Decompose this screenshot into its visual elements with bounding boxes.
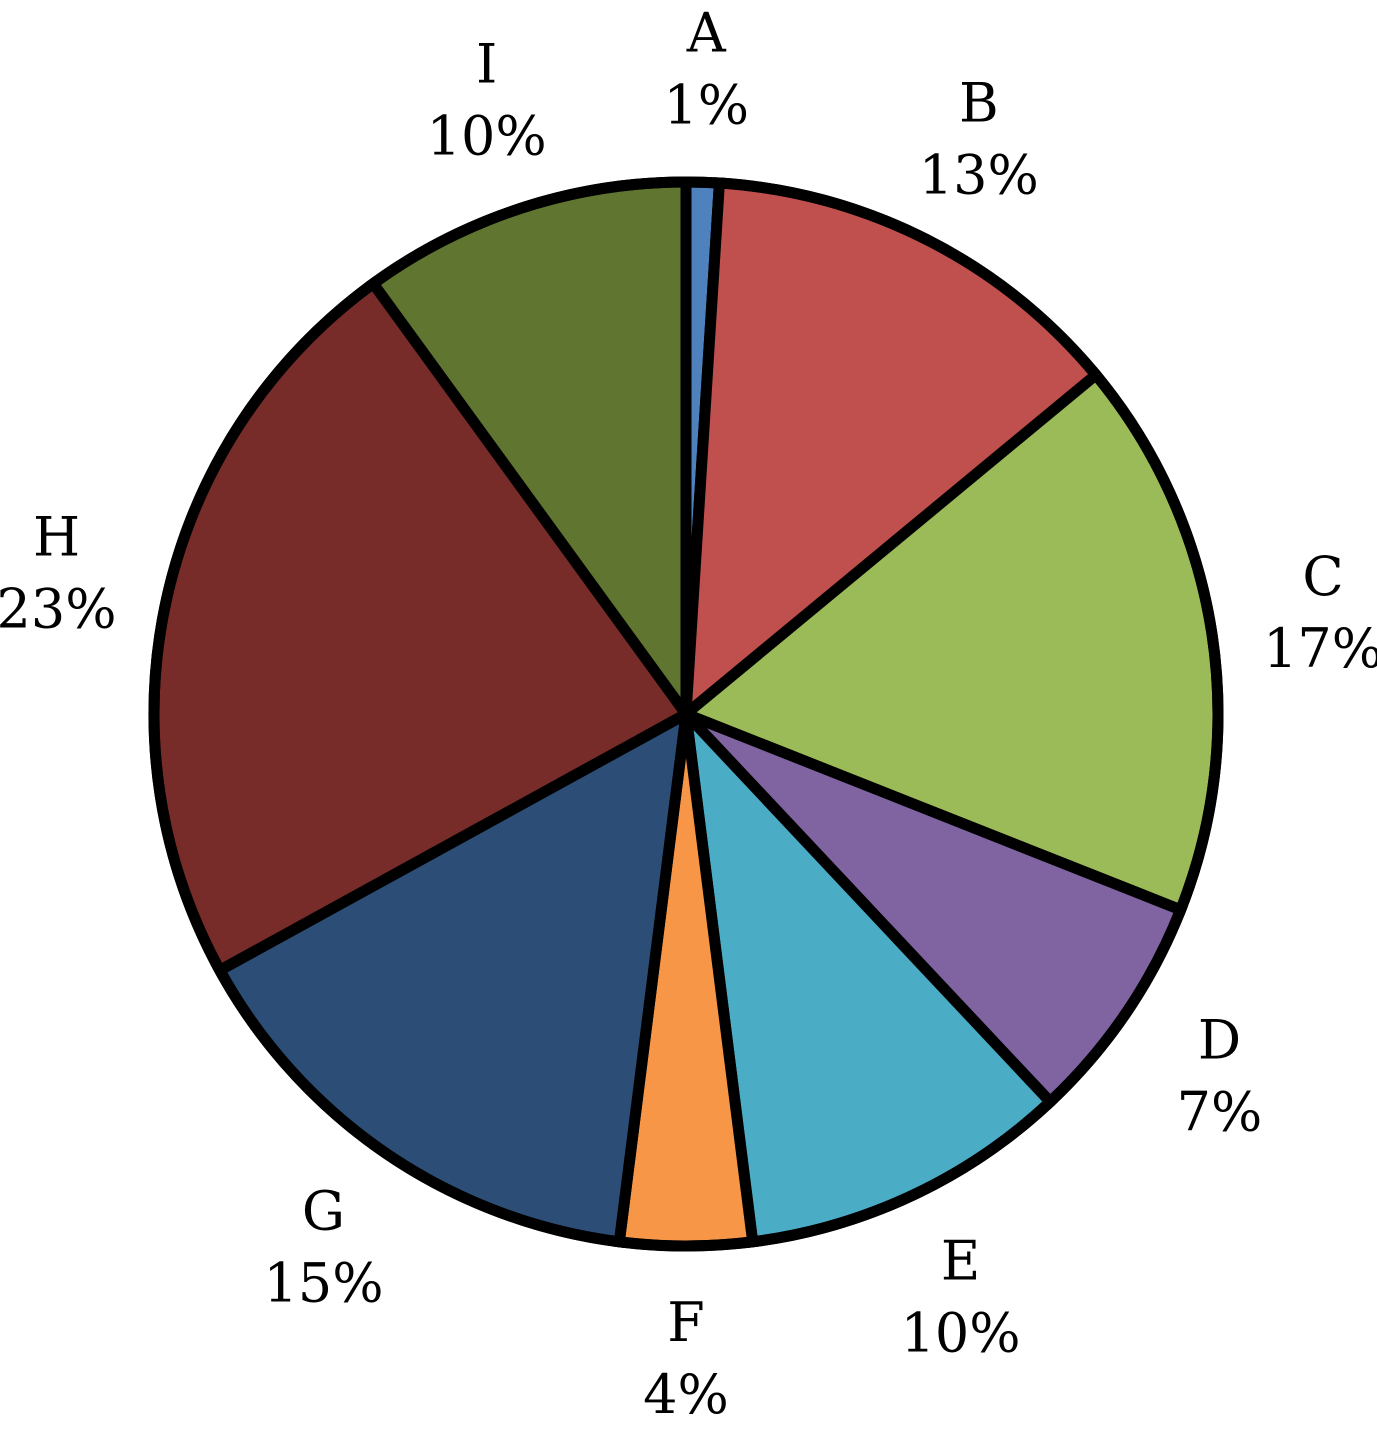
- slice-percent-label-i: 10%: [427, 105, 547, 168]
- slice-category-label-c: C: [1302, 545, 1343, 608]
- slice-percent-label-d: 7%: [1177, 1081, 1263, 1144]
- slice-percent-label-g: 15%: [263, 1252, 383, 1315]
- slice-percent-label-h: 23%: [0, 577, 117, 640]
- slice-category-label-h: H: [33, 505, 80, 568]
- slice-percent-label-c: 17%: [1263, 617, 1377, 680]
- slice-percent-label-a: 1%: [663, 73, 749, 136]
- slice-category-label-b: B: [959, 71, 999, 134]
- slice-percent-label-e: 10%: [901, 1302, 1021, 1365]
- slice-category-label-g: G: [302, 1180, 345, 1243]
- slice-category-label-e: E: [941, 1230, 980, 1293]
- slice-category-label-i: I: [476, 33, 497, 96]
- slice-percent-label-f: 4%: [643, 1363, 729, 1426]
- slice-category-label-f: F: [667, 1291, 704, 1354]
- slice-percent-label-b: 13%: [919, 143, 1039, 206]
- slice-category-label-a: A: [686, 1, 727, 64]
- pie-outline: [148, 176, 1224, 1252]
- slice-category-label-d: D: [1198, 1009, 1241, 1072]
